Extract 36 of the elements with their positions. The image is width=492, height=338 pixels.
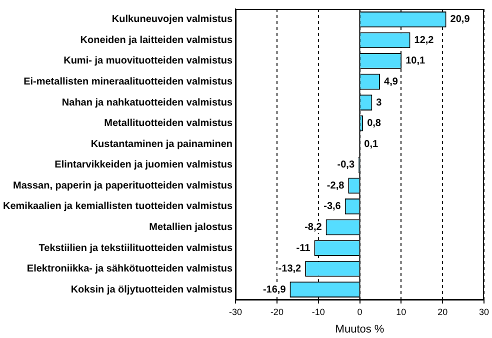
x-tick-label: 0 [357,306,362,317]
x-tick-label: -10 [312,306,325,317]
data-label: 10,1 [406,56,426,67]
y-tick-label: Koneiden ja laitteiden valmistus [80,34,233,46]
y-tick-label: Elektroniikka- ja sähkötuotteiden valmistus [26,264,233,275]
y-tick-label: Kumi- ja muovituotteiden valmistus [64,56,233,67]
x-tick-label: -20 [270,306,284,317]
data-label: -8,2 [304,222,322,233]
data-label: 0,1 [364,138,379,150]
x-tick-label: -30 [229,306,242,317]
y-tick-label: Kulkuneuvojen valmistus [112,14,233,26]
data-label: 20,9 [450,14,470,26]
y-tick-label: Metallituotteiden valmistus [104,118,233,130]
y-tick-label: Elintarvikkeiden ja juomien valmistus [54,160,233,171]
data-label: -13,2 [278,264,302,275]
y-tick-label: Kustantaminen ja painaminen [90,138,233,150]
y-tick-label: Nahan ja nahkatuotteiden valmistus [62,97,233,108]
y-tick-label: Ei-metallisten mineraalituotteiden valmistus [24,76,233,88]
x-axis-title: Muutos % [335,323,384,336]
x-tick-label: 30 [478,306,489,317]
data-label: 3 [376,97,382,108]
data-label: -3,6 [324,201,342,212]
data-label: 12,2 [414,34,434,46]
data-label: 4,9 [384,76,398,88]
y-tick-label: Koksin ja öljytuotteiden valmistus [70,284,233,296]
y-tick-label: Tekstiilien ja tekstiilituotteiden valmistus [38,242,233,254]
data-label: -2,8 [326,180,345,192]
x-tick-label: 10 [396,306,406,317]
y-tick-label: Massan, paperin ja paperituotteiden valmistus [13,180,233,192]
data-label: -11 [296,242,311,254]
data-label: 0,8 [367,118,382,130]
data-label: -0,3 [337,160,355,171]
y-tick-label: Kemikaalien ja kemiallisten tuotteiden valmistus [2,201,233,212]
x-tick-label: 20 [438,306,448,317]
data-label: -16,9 [262,284,286,296]
y-tick-label: Metallien jalostus [149,222,233,233]
